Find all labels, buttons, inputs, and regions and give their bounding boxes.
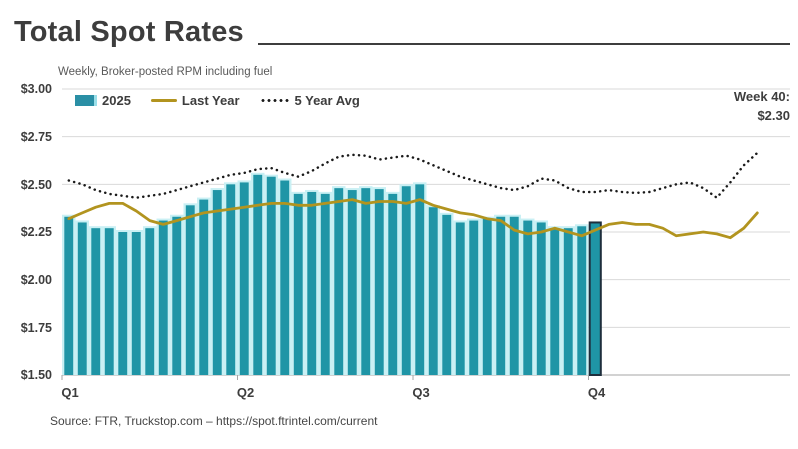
x-axis-labels: Q1 Q2 Q3 Q4 [61,385,606,400]
title-underline [258,43,790,45]
legend-item-last-year: Last Year [150,93,240,108]
x-tick-label-q3: Q3 [412,385,429,400]
y-tick-label: $2.00 [21,273,52,287]
x-axis [61,375,589,380]
chart-subtitle: Weekly, Broker-posted RPM including fuel [58,66,273,78]
x-tick-label-q2: Q2 [237,385,254,400]
x-tick-label-q4: Q4 [588,385,606,400]
week-40-callout-title: Week 40: [733,89,790,104]
legend-item-5-year-avg: 5 Year Avg [259,93,360,108]
y-axis-labels: $3.00 $2.75 $2.50 $2.25 $2.00 $1.75 $1.5… [21,82,52,382]
week-40-callout: Week 40: $2.30 [734,88,790,126]
source-citation: Source: FTR, Truckstop.com – https://spo… [50,414,378,428]
dotted-swatch-icon [259,99,290,102]
legend-label-5-year-avg: 5 Year Avg [294,93,360,108]
y-tick-label: $1.75 [21,321,52,335]
trend-lines [67,151,759,240]
chart-legend: 2025 Last Year 5 Year Avg [75,93,360,108]
bar-swatch-icon [75,95,97,106]
week-40-callout-value: $2.30 [757,107,790,123]
bars-2025 [62,172,602,376]
legend-label-2025: 2025 [102,93,131,108]
y-tick-label: $1.50 [21,368,52,382]
line-swatch-icon [150,99,177,102]
y-tick-label: $2.50 [21,178,52,192]
legend-label-last-year: Last Year [181,93,240,108]
chart-plot-area: $3.00 $2.75 $2.50 $2.25 $2.00 $1.75 $1.5… [21,82,790,400]
y-tick-label: $3.00 [21,82,52,96]
page-title: Total Spot Rates [14,16,244,48]
y-tick-label: $2.75 [21,130,52,144]
legend-item-2025: 2025 [75,93,131,108]
x-tick-label-q1: Q1 [61,385,78,400]
y-tick-label: $2.25 [21,225,52,239]
